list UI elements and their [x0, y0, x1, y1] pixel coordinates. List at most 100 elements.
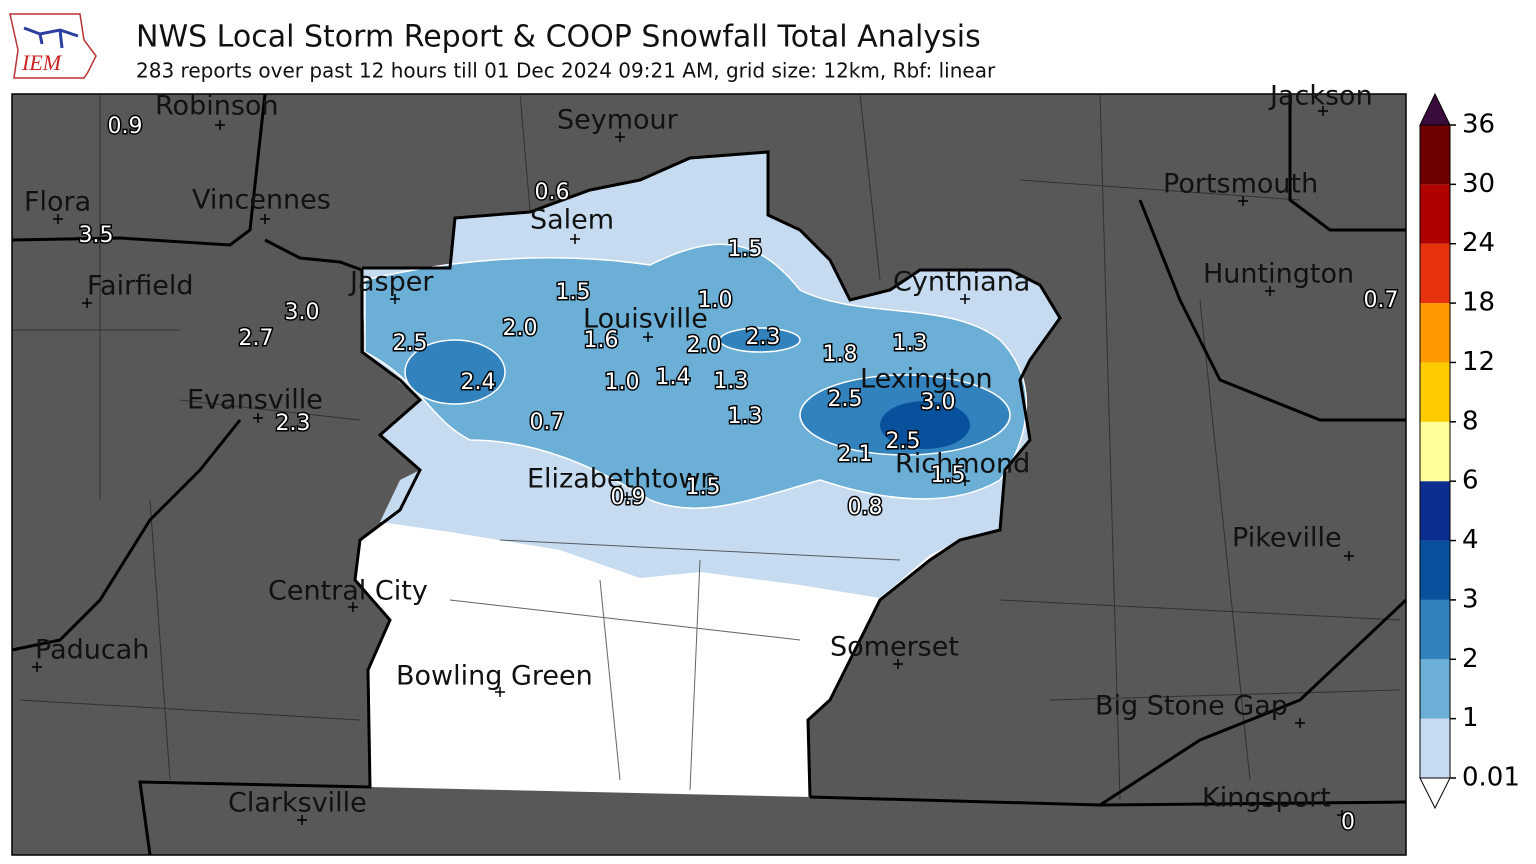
city-marker — [348, 602, 358, 612]
city-marker — [925, 392, 935, 402]
colorbar-frame — [1419, 124, 1451, 779]
city-marker — [1238, 196, 1248, 206]
city-marker — [960, 476, 970, 486]
colorbar-tick-label: 4 — [1462, 525, 1479, 555]
report-value: 1.5 — [931, 463, 966, 488]
report-value: 0 — [1341, 810, 1355, 835]
report-value: 2.4 — [461, 370, 496, 395]
colorbar-under — [1419, 777, 1451, 810]
colorbar-segment — [1420, 243, 1450, 304]
report-value: 1.5 — [556, 280, 591, 305]
report-value: 1.0 — [605, 370, 640, 395]
colorbar-tick-label: 1 — [1462, 703, 1479, 733]
city-label: Clarksville — [228, 788, 367, 819]
report-value: 2.1 — [838, 442, 873, 467]
city-label: Pikeville — [1232, 523, 1342, 554]
city-label: Central City — [268, 576, 428, 607]
city-marker — [32, 662, 42, 672]
map: Robinson Seymour Flora Vincennes Salem Jasper… — [11, 81, 1408, 856]
colorbar-segment — [1420, 125, 1450, 185]
colorbar-segment — [1420, 184, 1450, 244]
city-marker — [1295, 718, 1305, 728]
colorbar-segment — [1420, 540, 1450, 600]
report-value: 1.8 — [823, 342, 858, 367]
city-label: Jasper — [348, 267, 434, 298]
report-value: 0.8 — [848, 495, 883, 520]
city-marker — [1265, 286, 1275, 296]
report-value: 1.4 — [656, 365, 691, 390]
city-marker — [495, 687, 505, 697]
report-value: 3.0 — [285, 300, 320, 325]
colorbar-segment — [1420, 362, 1450, 422]
city-marker — [82, 298, 92, 308]
report-value: 3.5 — [79, 223, 114, 248]
logo: IEM — [9, 13, 97, 79]
city-marker — [53, 214, 63, 224]
city-label: Vincennes — [192, 185, 331, 216]
report-value: 0.6 — [535, 180, 570, 205]
city-label: Elizabethtown — [527, 464, 718, 495]
colorbar-segment — [1420, 481, 1450, 541]
city-marker — [215, 120, 225, 130]
city-label: Fairfield — [87, 271, 193, 302]
report-value: 2.0 — [503, 316, 538, 341]
snow-area-heavy — [404, 339, 506, 405]
colorbar-segment — [1420, 599, 1450, 660]
snow-area-heaviest — [880, 401, 970, 449]
colorbar-tick-label: 30 — [1462, 169, 1495, 199]
city-label: Lexington — [860, 364, 993, 395]
colorbar-tick-label: 24 — [1462, 228, 1495, 258]
report-value: 0.9 — [611, 485, 646, 510]
report-value: 1.3 — [714, 369, 749, 394]
report-value: 2.5 — [393, 331, 428, 356]
report-value: 1.0 — [698, 288, 733, 313]
state-boundaries — [11, 93, 1408, 856]
city-label: Robinson — [155, 91, 279, 122]
city-label: Portsmouth — [1163, 169, 1318, 200]
report-value: 2.7 — [239, 326, 274, 351]
city-marker — [960, 294, 970, 304]
city-marker — [253, 413, 263, 423]
report-value: 1.3 — [728, 404, 763, 429]
city-marker — [260, 214, 270, 224]
city-label: Somerset — [830, 632, 959, 663]
colorbar-segment — [1420, 659, 1450, 719]
colorbar-segment — [1420, 303, 1450, 363]
city-marker — [643, 332, 653, 342]
city-label: Paducah — [35, 635, 149, 666]
snow-area-heavy — [719, 327, 801, 353]
report-value: 1.3 — [893, 331, 928, 356]
report-value: 1.5 — [686, 475, 721, 500]
report-value: 1.5 — [728, 237, 763, 262]
city-label: Evansville — [187, 385, 323, 416]
report-value: 0.7 — [530, 410, 565, 435]
city-label: Salem — [530, 205, 614, 236]
report-value: 1.6 — [584, 328, 619, 353]
city-marker — [622, 492, 632, 502]
city-label: Louisville — [583, 304, 708, 335]
city-label: Cynthiana — [893, 267, 1030, 298]
city-label: Seymour — [557, 105, 679, 136]
colorbar-tick-label: 0.01 — [1462, 763, 1520, 793]
city-marker — [893, 659, 903, 669]
colorbar-segment — [1420, 421, 1450, 482]
colorbar-segment — [1420, 718, 1450, 778]
county-lines — [12, 93, 1401, 801]
colorbar-tick-label: 2 — [1462, 644, 1479, 674]
report-value: 2.0 — [687, 333, 722, 358]
subtitle: 283 reports over past 12 hours till 01 D… — [136, 59, 996, 83]
city-label: Huntington — [1203, 259, 1354, 290]
city-label: Bowling Green — [396, 661, 593, 692]
report-value: 0.9 — [108, 114, 143, 139]
logo-lines — [23, 26, 79, 49]
city-label: Big Stone Gap — [1095, 691, 1288, 722]
city-marker — [1318, 106, 1328, 116]
colorbar-tick-label: 6 — [1462, 466, 1479, 496]
city-marker — [1344, 551, 1354, 561]
city-marker — [297, 815, 307, 825]
colorbar-tick-label: 3 — [1462, 584, 1479, 614]
city-marker — [390, 294, 400, 304]
colorbar-tick-label: 18 — [1462, 288, 1495, 318]
